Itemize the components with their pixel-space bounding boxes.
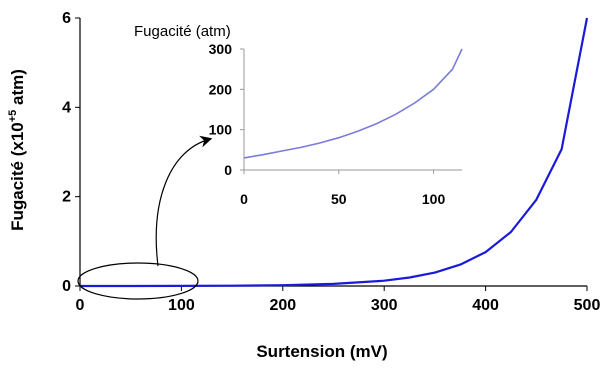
main-series-line — [80, 17, 589, 288]
main-x-tick-label: 300 — [371, 297, 398, 314]
x-axis-title: Surtension (mV) — [256, 342, 387, 361]
inset-x-tick-label: 50 — [331, 191, 347, 207]
main-y-tick-label: 4 — [62, 99, 71, 116]
inset-y-tick-label: 0 — [224, 162, 232, 178]
inset-series-line — [243, 48, 463, 159]
inset-x-tick-label: 100 — [422, 191, 446, 207]
main-y-tick-label: 6 — [62, 10, 71, 27]
main-x-tick-label: 100 — [168, 297, 195, 314]
main-series — [80, 17, 589, 288]
inset-series — [243, 48, 463, 159]
y-axis-title-end: atm) — [8, 69, 27, 110]
inset-y-tick-label: 100 — [209, 122, 233, 138]
main-y-tick-label: 0 — [62, 278, 71, 295]
y-axis-title-main: Fugacité (x10 — [8, 122, 27, 231]
inset-y-tick-label: 200 — [209, 81, 233, 97]
main-x-tick-label: 500 — [574, 297, 601, 314]
highlight-ellipse — [77, 262, 199, 300]
inset-axes — [243, 49, 462, 171]
inset-y-tick-label: 300 — [209, 41, 233, 57]
main-x-tick-label: 200 — [269, 297, 296, 314]
main-x-tick-label: 0 — [76, 297, 85, 314]
inset-x-tick-label: 0 — [240, 191, 248, 207]
y-axis-title: Fugacité (x10+5 atm) — [7, 69, 27, 231]
inset-ticks: 0 50 100 0 100 200 300 — [209, 41, 446, 207]
main-y-tick-label: 2 — [62, 189, 71, 206]
main-x-tick-label: 400 — [472, 297, 499, 314]
y-axis-title-sup: +5 — [7, 110, 19, 123]
inset-title: Fugacité (atm) — [134, 23, 231, 40]
callout-arrow — [155, 135, 213, 267]
